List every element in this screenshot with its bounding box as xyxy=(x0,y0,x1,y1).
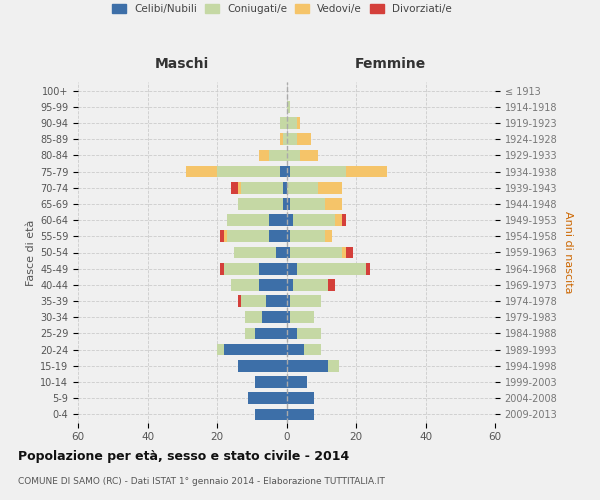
Bar xyxy=(325,230,332,242)
Bar xyxy=(262,312,287,323)
Bar xyxy=(186,166,217,177)
Bar xyxy=(287,279,293,290)
Bar xyxy=(287,214,293,226)
Bar xyxy=(255,376,287,388)
Y-axis label: Anni di nascita: Anni di nascita xyxy=(563,211,573,294)
Bar xyxy=(287,230,290,242)
Bar xyxy=(259,279,287,290)
Bar xyxy=(224,344,287,356)
Bar xyxy=(224,230,227,242)
Bar xyxy=(227,230,269,242)
Bar xyxy=(227,214,269,226)
Bar xyxy=(220,263,224,274)
Bar xyxy=(290,166,346,177)
Bar xyxy=(283,134,287,145)
Bar xyxy=(335,214,342,226)
Bar xyxy=(287,376,307,388)
Bar xyxy=(287,360,328,372)
Bar xyxy=(259,150,269,161)
Bar xyxy=(301,150,318,161)
Bar xyxy=(287,312,290,323)
Bar xyxy=(283,198,287,210)
Bar xyxy=(287,134,297,145)
Bar xyxy=(269,230,287,242)
Bar xyxy=(297,263,367,274)
Bar xyxy=(287,328,297,340)
Bar xyxy=(231,279,259,290)
Bar xyxy=(304,344,321,356)
Bar xyxy=(269,150,287,161)
Bar xyxy=(342,214,346,226)
Bar xyxy=(280,117,287,129)
Bar xyxy=(346,166,387,177)
Bar xyxy=(287,117,297,129)
Bar xyxy=(248,392,287,404)
Bar xyxy=(245,312,262,323)
Bar xyxy=(241,182,283,194)
Bar xyxy=(328,279,335,290)
Bar xyxy=(220,230,224,242)
Bar xyxy=(287,166,290,177)
Bar xyxy=(241,295,266,307)
Legend: Celibi/Nubili, Coniugati/e, Vedovi/e, Divorziati/e: Celibi/Nubili, Coniugati/e, Vedovi/e, Di… xyxy=(108,0,456,18)
Bar xyxy=(287,392,314,404)
Bar xyxy=(259,263,287,274)
Bar xyxy=(217,166,280,177)
Bar xyxy=(238,182,241,194)
Bar xyxy=(342,246,346,258)
Bar xyxy=(224,263,259,274)
Bar xyxy=(290,230,325,242)
Bar xyxy=(287,295,290,307)
Bar xyxy=(287,408,314,420)
Bar xyxy=(287,150,301,161)
Bar xyxy=(276,246,287,258)
Bar xyxy=(280,166,287,177)
Text: Femmine: Femmine xyxy=(355,57,427,71)
Bar xyxy=(255,328,287,340)
Bar xyxy=(346,246,353,258)
Text: COMUNE DI SAMO (RC) - Dati ISTAT 1° gennaio 2014 - Elaborazione TUTTITALIA.IT: COMUNE DI SAMO (RC) - Dati ISTAT 1° genn… xyxy=(18,478,385,486)
Bar xyxy=(280,134,283,145)
Bar xyxy=(287,101,290,112)
Bar xyxy=(217,344,224,356)
Bar xyxy=(231,182,238,194)
Bar xyxy=(290,295,321,307)
Bar xyxy=(287,263,297,274)
Bar xyxy=(287,198,290,210)
Bar xyxy=(367,263,370,274)
Bar xyxy=(238,295,241,307)
Bar xyxy=(287,344,304,356)
Bar xyxy=(290,246,342,258)
Bar xyxy=(287,246,290,258)
Bar xyxy=(297,328,321,340)
Bar xyxy=(290,312,314,323)
Bar xyxy=(238,198,283,210)
Bar xyxy=(283,182,287,194)
Bar xyxy=(269,214,287,226)
Bar xyxy=(297,134,311,145)
Text: Maschi: Maschi xyxy=(155,57,209,71)
Bar xyxy=(290,198,325,210)
Bar xyxy=(245,328,255,340)
Bar xyxy=(293,279,328,290)
Y-axis label: Fasce di età: Fasce di età xyxy=(26,220,36,286)
Bar xyxy=(293,214,335,226)
Bar xyxy=(297,117,301,129)
Bar xyxy=(318,182,342,194)
Bar xyxy=(328,360,338,372)
Bar xyxy=(235,246,276,258)
Bar xyxy=(287,182,318,194)
Bar xyxy=(325,198,342,210)
Bar xyxy=(255,408,287,420)
Text: Popolazione per età, sesso e stato civile - 2014: Popolazione per età, sesso e stato civil… xyxy=(18,450,349,463)
Bar xyxy=(266,295,287,307)
Bar xyxy=(238,360,287,372)
